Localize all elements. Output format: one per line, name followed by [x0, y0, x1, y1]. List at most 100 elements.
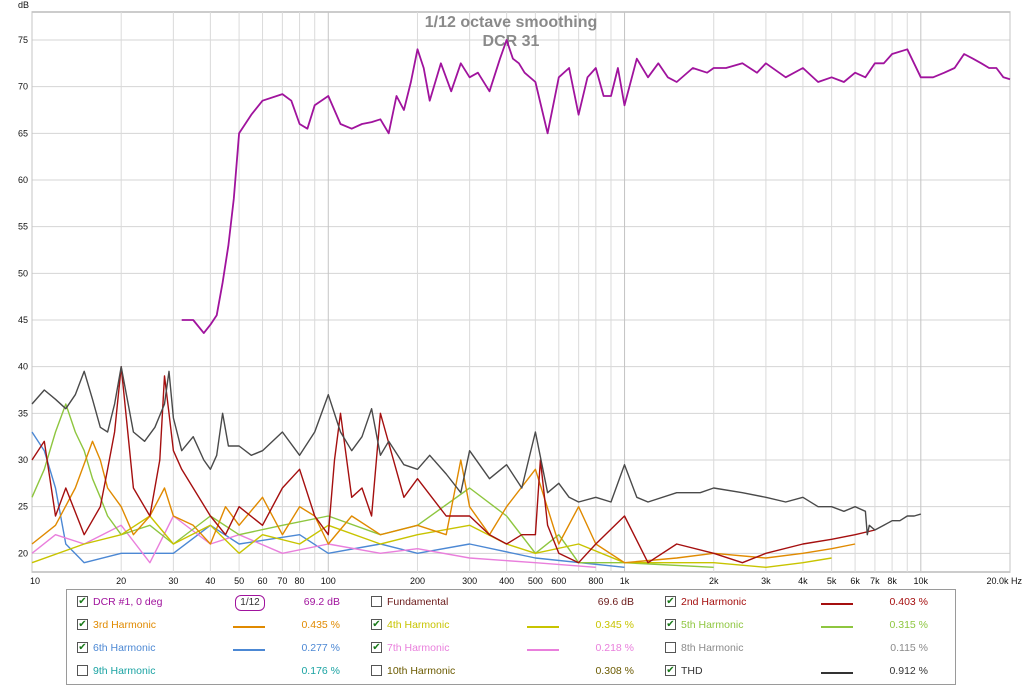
y-tick-label: 75 — [18, 35, 28, 45]
legend-panel: ✔ DCR #1, 0 deg 1/12 69.2 dB Fundamental 69.6… — [66, 589, 956, 685]
legend-value: 0.912 % — [889, 665, 928, 677]
legend-checkbox[interactable]: ✔ — [371, 619, 382, 630]
y-tick-label: 35 — [18, 408, 28, 418]
legend-checkbox[interactable]: ✔ — [665, 665, 676, 676]
legend-item: ✔ 7th Harmonic 0.218 % — [369, 639, 659, 659]
x-tick-label: 100 — [321, 576, 336, 586]
x-tick-label: 200 — [410, 576, 425, 586]
x-tick-label: 40 — [205, 576, 215, 586]
legend-label: 6th Harmonic — [93, 642, 156, 654]
x-tick-label: 80 — [295, 576, 305, 586]
legend-checkbox[interactable]: ✔ — [665, 619, 676, 630]
legend-swatch — [233, 649, 265, 651]
y-tick-label: 25 — [18, 502, 28, 512]
x-tick-label: 800 — [588, 576, 603, 586]
series-line-dcr-1-0-deg — [181, 39, 1011, 334]
legend-checkbox[interactable]: ✔ — [77, 619, 88, 630]
legend-item: ✔ 6th Harmonic 0.277 % — [75, 639, 365, 659]
legend-checkbox[interactable] — [665, 642, 676, 653]
series-line-3rd-harmonic — [31, 440, 856, 564]
x-tick-label: 3k — [761, 576, 771, 586]
x-tick-label: 70 — [277, 576, 287, 586]
legend-value: 69.6 dB — [597, 596, 634, 608]
y-axis-label: dB — [18, 0, 29, 10]
legend-label: DCR #1, 0 deg — [93, 596, 163, 608]
y-axis-ticks: 20 25 30 35 40 45 50 55 60 65 70 75 — [18, 35, 28, 558]
legend-checkbox[interactable] — [371, 596, 382, 607]
y-tick-label: 40 — [18, 362, 28, 372]
x-tick-label: 2k — [709, 576, 719, 586]
legend-swatch — [233, 626, 265, 628]
y-tick-label: 50 — [18, 268, 28, 278]
legend-value: 0.308 % — [595, 665, 634, 677]
legend-item: ✔ THD 0.912 % — [663, 662, 953, 682]
x-tick-label: 20 — [116, 576, 126, 586]
legend-label: 2nd Harmonic — [681, 596, 747, 608]
x-tick-label: 500 — [528, 576, 543, 586]
chart-title: 1/12 octave smoothing — [425, 14, 598, 31]
legend-swatch — [821, 672, 853, 674]
legend-item: ✔ DCR #1, 0 deg 1/12 69.2 dB — [75, 593, 365, 613]
x-tick-label: 60 — [258, 576, 268, 586]
series-line-2nd-harmonic — [31, 366, 876, 564]
legend-value: 0.403 % — [889, 596, 928, 608]
series-group — [31, 39, 1011, 568]
x-tick-label: 4k — [798, 576, 808, 586]
frequency-response-chart: 20 25 30 35 40 45 50 55 60 65 70 75 10 20 30 40 50 60 70 8… — [18, 0, 1023, 586]
legend-item: ✔ 5th Harmonic 0.315 % — [663, 616, 953, 636]
legend-label: Fundamental — [387, 596, 449, 608]
legend-value: 69.2 dB — [303, 596, 340, 608]
legend-label: 9th Harmonic — [93, 665, 156, 677]
y-tick-label: 30 — [18, 455, 28, 465]
legend-row: ✔ 6th Harmonic 0.277 % ✔ 7th Harmonic 0.218 %… — [67, 639, 955, 659]
legend-value: 0.345 % — [595, 619, 634, 631]
legend-checkbox[interactable]: ✔ — [77, 642, 88, 653]
legend-label: 10th Harmonic — [387, 665, 456, 677]
legend-value: 0.115 % — [890, 642, 928, 654]
legend-item: ✔ 4th Harmonic 0.345 % — [369, 616, 659, 636]
legend-checkbox[interactable]: ✔ — [371, 642, 382, 653]
plot-background — [31, 11, 1011, 573]
x-axis-ticks: 10 20 30 40 50 60 70 80 100 200 300 400 500 600 800 1k 2… — [30, 576, 1022, 586]
x-tick-label: 20.0k Hz — [986, 576, 1022, 586]
legend-swatch — [527, 626, 559, 628]
legend-checkbox[interactable] — [371, 665, 382, 676]
x-tick-label: 8k — [887, 576, 897, 586]
legend-label: 5th Harmonic — [681, 619, 744, 631]
legend-item: Fundamental 69.6 dB — [369, 593, 659, 613]
legend-checkbox[interactable]: ✔ — [665, 596, 676, 607]
x-tick-label: 6k — [850, 576, 860, 586]
legend-item: 10th Harmonic 0.308 % — [369, 662, 659, 682]
y-tick-label: 55 — [18, 222, 28, 232]
legend-value: 0.218 % — [595, 642, 634, 654]
y-tick-label: 60 — [18, 175, 28, 185]
x-tick-label: 10k — [914, 576, 929, 586]
legend-item: ✔ 3rd Harmonic 0.435 % — [75, 616, 365, 636]
y-tick-label: 20 — [18, 548, 28, 558]
y-tick-label: 70 — [18, 82, 28, 92]
legend-value: 0.176 % — [301, 665, 340, 677]
x-tick-label: 400 — [499, 576, 514, 586]
legend-value: 0.315 % — [889, 619, 928, 631]
legend-label: THD — [681, 665, 703, 677]
legend-value: 0.277 % — [301, 642, 340, 654]
legend-label: 7th Harmonic — [387, 642, 450, 654]
legend-item: ✔ 2nd Harmonic 0.403 % — [663, 593, 953, 613]
x-tick-label: 1k — [620, 576, 630, 586]
legend-swatch — [821, 603, 853, 605]
y-tick-label: 45 — [18, 315, 28, 325]
legend-row: ✔ DCR #1, 0 deg 1/12 69.2 dB Fundamental 69.6… — [67, 593, 955, 613]
legend-row: 9th Harmonic 0.176 % 10th Harmonic 0.308 % ✔… — [67, 662, 955, 682]
x-tick-label: 7k — [870, 576, 880, 586]
smoothing-badge[interactable]: 1/12 — [235, 595, 265, 611]
x-tick-label: 300 — [462, 576, 477, 586]
x-tick-label: 30 — [168, 576, 178, 586]
legend-checkbox[interactable] — [77, 665, 88, 676]
x-tick-label: 600 — [551, 576, 566, 586]
legend-row: ✔ 3rd Harmonic 0.435 % ✔ 4th Harmonic 0.345 %… — [67, 616, 955, 636]
legend-checkbox[interactable]: ✔ — [77, 596, 88, 607]
legend-item: 8th Harmonic 0.115 % — [663, 639, 953, 659]
chart-subtitle: DCR 31 — [483, 33, 540, 50]
x-tick-label: 10 — [30, 576, 40, 586]
legend-swatch — [821, 626, 853, 628]
